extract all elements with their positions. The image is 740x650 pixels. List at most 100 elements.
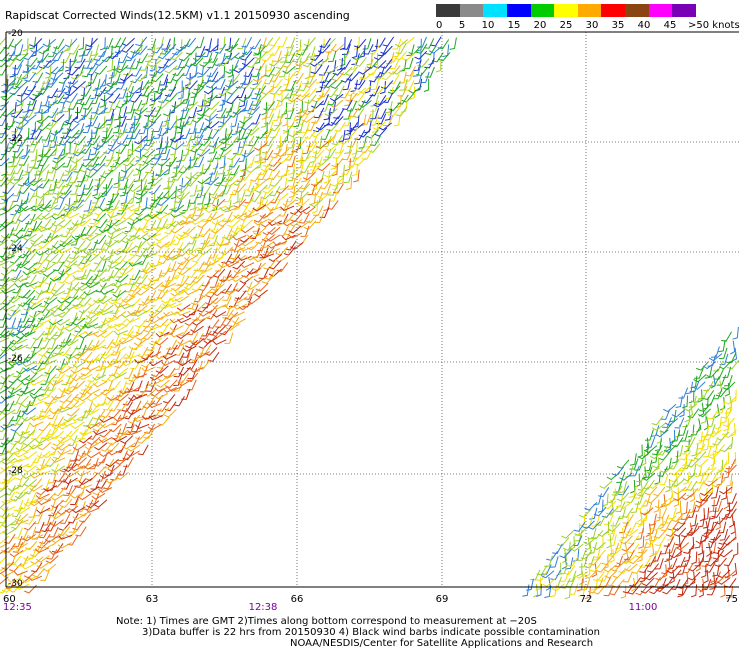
wind-barb — [43, 148, 57, 158]
wind-barb — [52, 50, 64, 62]
wind-barb — [39, 338, 51, 350]
wind-barb — [0, 562, 10, 572]
wind-barb — [101, 184, 107, 198]
wind-barb — [579, 513, 586, 527]
wind-barb — [591, 530, 604, 540]
wind-barb — [696, 431, 703, 445]
wind-barb — [666, 565, 680, 574]
wind-barb — [330, 177, 344, 187]
wind-barb — [20, 563, 36, 570]
wind-barb — [156, 36, 164, 49]
wind-barb — [665, 478, 671, 493]
wind-barb — [660, 465, 674, 474]
wind-barb — [420, 71, 430, 84]
legend-tick-label: >50 knots — [688, 20, 740, 31]
wind-barb — [168, 254, 183, 261]
wind-barb — [251, 113, 261, 125]
wind-barb — [351, 53, 360, 65]
wind-barb — [286, 80, 297, 91]
wind-barb — [252, 227, 267, 236]
wind-barb — [241, 57, 255, 67]
wind-barb — [680, 430, 689, 442]
wind-barb — [127, 310, 142, 316]
wind-barb — [717, 541, 731, 551]
wind-barb — [726, 586, 734, 599]
wind-barb — [697, 389, 703, 403]
wind-barb — [606, 506, 619, 516]
wind-barb — [53, 148, 65, 160]
wind-barb — [353, 79, 366, 90]
wind-barb — [255, 234, 268, 245]
wind-barb — [637, 451, 651, 460]
wind-barb — [237, 37, 247, 49]
wind-barb — [82, 121, 92, 133]
wind-barb — [323, 37, 336, 47]
wind-barb — [0, 485, 9, 493]
wind-barb — [682, 562, 694, 574]
wind-barb — [712, 444, 726, 454]
wind-barb — [342, 114, 352, 127]
wind-barb — [294, 57, 302, 70]
wind-barb — [80, 86, 92, 97]
wind-barb — [11, 148, 24, 159]
wind-barb — [708, 534, 722, 544]
wind-barb — [212, 339, 227, 345]
wind-barb — [264, 269, 276, 280]
wind-barb — [244, 212, 259, 218]
wind-barb — [222, 129, 233, 140]
wind-barb — [0, 254, 10, 263]
wind-barb — [334, 85, 345, 97]
wind-barb — [156, 197, 170, 207]
wind-barb — [664, 438, 676, 449]
wind-barb — [588, 520, 601, 530]
wind-barb — [370, 100, 380, 112]
wind-barb — [121, 401, 133, 412]
wind-barb — [168, 37, 175, 51]
lat-label: -24 — [8, 244, 23, 254]
wind-barb — [157, 190, 170, 200]
wind-barb — [622, 583, 635, 594]
wind-barb — [178, 366, 191, 376]
wind-barb — [135, 423, 150, 429]
wind-barb — [262, 184, 276, 194]
wind-barb — [342, 149, 353, 161]
wind-barb — [31, 316, 44, 328]
wind-barb — [579, 556, 588, 568]
wind-barb — [9, 44, 17, 57]
wind-barb — [701, 528, 715, 538]
wind-barb — [154, 353, 169, 360]
wind-barb — [65, 199, 79, 208]
wind-barb — [24, 317, 36, 329]
wind-barb — [171, 142, 185, 151]
wind-barb — [52, 155, 66, 164]
wind-barb — [282, 219, 297, 227]
wind-barb — [261, 102, 267, 116]
wind-barb — [79, 507, 93, 517]
wind-barb — [304, 94, 317, 104]
wind-barb — [2, 295, 15, 306]
note-line-2: 3)Data buffer is 22 hrs from 20150930 4)… — [142, 627, 600, 638]
wind-barb — [78, 304, 92, 314]
wind-barb — [100, 169, 114, 179]
wind-barb — [7, 484, 22, 492]
wind-barb — [581, 520, 595, 530]
wind-barb — [15, 121, 29, 130]
wind-barb — [42, 213, 56, 220]
wind-barb — [663, 403, 677, 413]
wind-barb — [687, 408, 700, 419]
wind-barb — [275, 148, 290, 158]
wind-barb — [233, 129, 241, 143]
wind-barb — [110, 344, 121, 356]
wind-barb — [0, 150, 8, 161]
wind-barb — [209, 163, 219, 175]
wind-barb — [319, 94, 329, 105]
wind-barb — [643, 445, 658, 454]
wind-barb — [690, 395, 704, 404]
wind-barb — [86, 388, 101, 396]
wind-barb — [671, 430, 681, 442]
wind-barb — [46, 162, 58, 174]
wind-barb — [594, 577, 604, 589]
wind-barb — [80, 107, 93, 118]
wind-barb — [699, 487, 713, 497]
wind-barb — [170, 204, 185, 213]
